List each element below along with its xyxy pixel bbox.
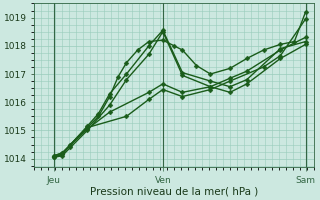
X-axis label: Pression niveau de la mer( hPa ): Pression niveau de la mer( hPa ) <box>90 187 258 197</box>
